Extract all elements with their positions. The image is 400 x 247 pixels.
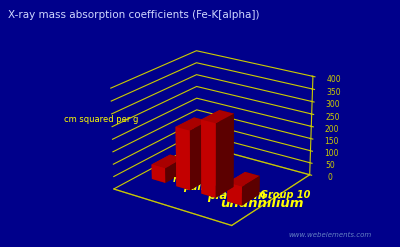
Text: www.webelements.com: www.webelements.com (288, 232, 371, 238)
Text: X-ray mass absorption coefficients (Fe-K[alpha]): X-ray mass absorption coefficients (Fe-K… (8, 10, 260, 20)
